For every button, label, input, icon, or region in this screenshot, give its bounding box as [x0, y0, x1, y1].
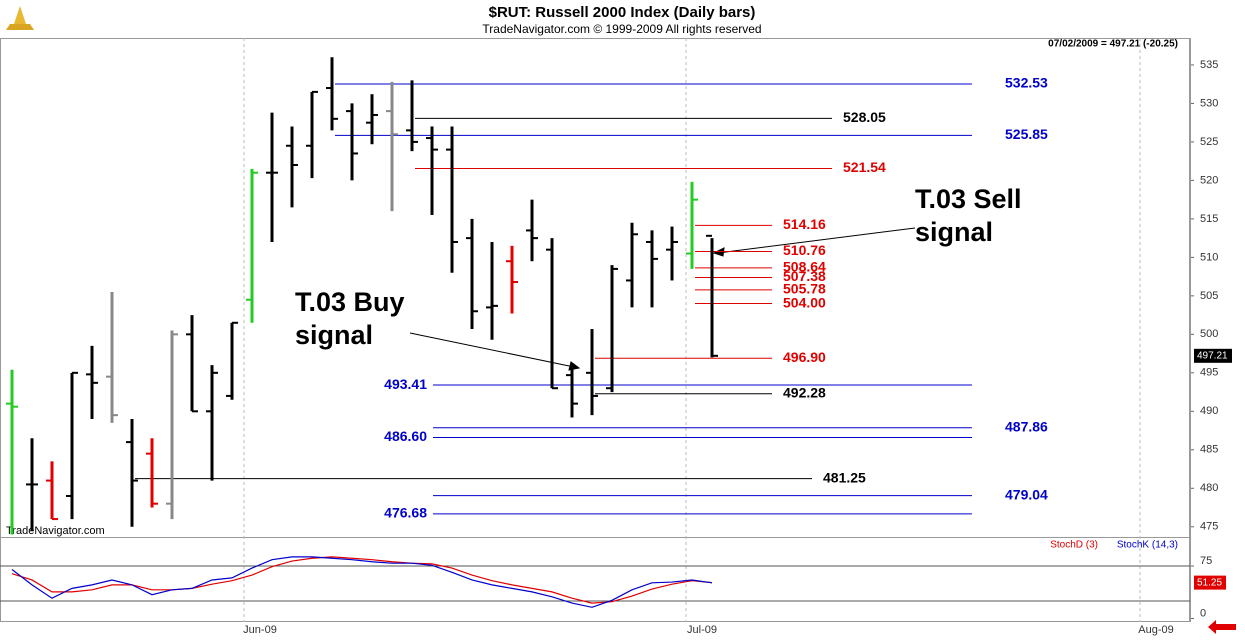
level-label: 496.90: [783, 349, 826, 365]
level-label: 508.64: [783, 259, 826, 275]
level-label: 528.05: [843, 109, 886, 125]
plot-frame: [0, 38, 1190, 622]
y-tick-label: 75: [1200, 555, 1212, 567]
watermark: TradeNavigator.com: [6, 525, 105, 537]
y-tick-label: 520: [1200, 174, 1218, 186]
logo: [6, 6, 34, 30]
y-tick-label: 535: [1200, 59, 1218, 71]
last-value-box: [1194, 348, 1232, 363]
stoch-line: [11, 556, 713, 608]
level-label: 514.16: [783, 216, 826, 232]
level-label: 504.00: [783, 294, 826, 310]
last-value-box: [1194, 575, 1226, 590]
y-tick-label: 480: [1200, 482, 1218, 494]
y-tick-label: 500: [1200, 328, 1218, 340]
y-tick-label: 515: [1200, 213, 1218, 225]
last-value-label: 497.21: [1197, 350, 1228, 361]
y-tick-label: 510: [1200, 251, 1218, 263]
y-tick-label: 530: [1200, 97, 1218, 109]
level-label: 507.38: [783, 268, 826, 284]
level-label: 525.85: [1005, 126, 1048, 142]
chart-subtitle: TradeNavigator.com © 1999-2009 All right…: [482, 22, 761, 36]
x-tick-label: Jul-09: [687, 624, 717, 636]
level-label: 487.86: [1005, 418, 1048, 434]
scroll-arrow[interactable]: [1208, 620, 1236, 634]
y-tick-label: 0: [1200, 607, 1206, 619]
annotation: signal: [295, 320, 373, 350]
level-label: 486.60: [384, 428, 427, 444]
status-text: 07/02/2009 = 497.21 (-20.25): [1048, 39, 1178, 50]
x-tick-label: Jun-09: [243, 624, 277, 636]
chart-title: $RUT: Russell 2000 Index (Daily bars): [489, 4, 756, 21]
y-tick-label: 485: [1200, 444, 1218, 456]
level-label: 493.41: [384, 376, 427, 392]
y-tick-label: 525: [1200, 136, 1218, 148]
level-label: 510.76: [783, 242, 826, 258]
level-label: 492.28: [783, 384, 826, 400]
level-label: 505.78: [783, 281, 826, 297]
y-tick-label: 490: [1200, 405, 1218, 417]
legend-entry: StochK (14,3): [1117, 540, 1178, 551]
stoch-line: [11, 556, 713, 604]
y-tick-label: 505: [1200, 290, 1218, 302]
legend-entry: StochD (3): [1050, 540, 1098, 551]
annotation: T.03 Buy: [295, 287, 405, 317]
annotation: signal: [915, 217, 993, 247]
annotation: T.03 Sell: [915, 184, 1022, 214]
level-label: 479.04: [1005, 486, 1048, 502]
x-tick-label: Aug-09: [1138, 624, 1173, 636]
y-tick-label: 475: [1200, 521, 1218, 533]
level-label: 521.54: [843, 159, 886, 175]
last-value-label: 51.25: [1197, 577, 1222, 588]
level-label: 532.53: [1005, 75, 1048, 91]
level-label: 476.68: [384, 505, 427, 521]
level-label: 481.25: [823, 469, 866, 485]
y-tick-label: 495: [1200, 367, 1218, 379]
